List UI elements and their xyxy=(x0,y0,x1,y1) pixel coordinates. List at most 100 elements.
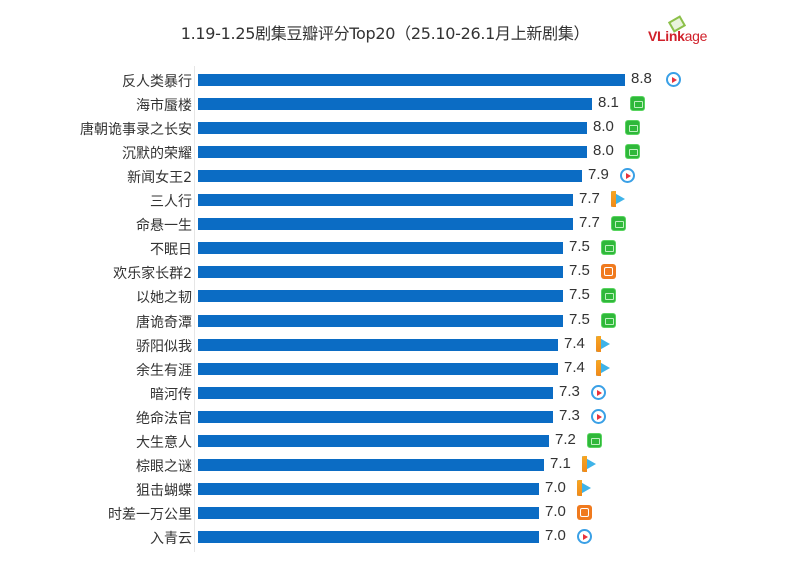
logo-text-light: age xyxy=(684,28,708,44)
bar-label: 海市蜃楼 xyxy=(136,98,192,115)
bar-row: 新闻女王2 7.9 xyxy=(0,164,800,188)
youku-icon xyxy=(620,168,635,184)
bar xyxy=(198,242,563,255)
bar-value: 7.3 xyxy=(559,382,580,400)
vlinkage-logo: VLinkage xyxy=(648,15,728,48)
bar-row: 欢乐家长群2 7.5 xyxy=(0,260,800,284)
bar-label: 三人行 xyxy=(150,194,192,211)
bar-label: 入青云 xyxy=(150,530,192,547)
bar-label: 骄阳似我 xyxy=(136,338,192,355)
bar-value: 7.5 xyxy=(569,310,590,328)
bar-value: 7.9 xyxy=(588,166,609,184)
bar-value: 7.5 xyxy=(569,262,590,280)
bar-value: 7.4 xyxy=(564,334,585,352)
bar-value: 7.7 xyxy=(579,214,600,232)
bar-value: 7.0 xyxy=(545,478,566,496)
bar-value: 8.0 xyxy=(593,118,614,136)
bar-row: 反人类暴行 8.8 xyxy=(0,68,800,92)
bar-row: 沉默的荣耀 8.0 xyxy=(0,140,800,164)
bar-value: 8.8 xyxy=(631,70,652,87)
bar-row: 命悬一生 7.7 xyxy=(0,212,800,236)
bar xyxy=(198,410,553,423)
iqiyi-icon xyxy=(611,216,626,232)
bar-value: 7.5 xyxy=(569,286,590,304)
bar-label: 暗河传 xyxy=(150,386,192,403)
bar-row: 棕眼之谜 7.1 xyxy=(0,453,800,477)
tencent-video-icon xyxy=(596,335,610,352)
bar-value: 7.0 xyxy=(545,502,566,520)
bar-label: 绝命法官 xyxy=(136,410,192,427)
bar-row: 唐诡奇潭 7.5 xyxy=(0,309,800,333)
bar xyxy=(198,458,544,471)
bar xyxy=(198,146,587,159)
bar-value: 7.4 xyxy=(564,358,585,376)
bar-row: 绝命法官 7.3 xyxy=(0,405,800,429)
bar-value: 7.0 xyxy=(545,526,566,544)
bar-label: 唐朝诡事录之长安 xyxy=(80,122,192,139)
bar xyxy=(198,530,539,543)
bar-row: 骄阳似我 7.4 xyxy=(0,333,800,357)
bar-value: 8.0 xyxy=(593,142,614,160)
bar-label: 狙击蝴蝶 xyxy=(136,482,192,499)
bar-row: 海市蜃楼 8.1 xyxy=(0,92,800,116)
bar-label: 唐诡奇潭 xyxy=(136,314,192,331)
youku-icon xyxy=(577,528,592,544)
bar-row: 唐朝诡事录之长安 8.0 xyxy=(0,116,800,140)
bar-label: 大生意人 xyxy=(136,434,192,451)
bar xyxy=(198,122,587,135)
bar xyxy=(198,386,553,399)
mango-tv-icon xyxy=(577,504,592,520)
tencent-video-icon xyxy=(582,455,596,472)
bar-value: 8.1 xyxy=(598,94,619,112)
bar-row: 三人行 7.7 xyxy=(0,188,800,212)
bar-row: 入青云 7.0 xyxy=(0,525,800,549)
category-axis-line xyxy=(194,66,195,552)
bar-row: 狙击蝴蝶 7.0 xyxy=(0,477,800,501)
tencent-video-icon xyxy=(577,479,591,496)
bar-label: 沉默的荣耀 xyxy=(122,146,192,163)
youku-icon xyxy=(591,384,606,400)
bar-label: 时差一万公里 xyxy=(108,506,192,523)
bar xyxy=(198,194,573,207)
iqiyi-icon xyxy=(601,240,616,256)
logo-text-bold: VLink xyxy=(648,28,685,44)
bar-label: 欢乐家长群2 xyxy=(113,266,192,283)
bar xyxy=(198,170,582,183)
youku-icon xyxy=(666,72,681,87)
bar-label: 新闻女王2 xyxy=(127,170,192,187)
bar-value: 7.7 xyxy=(579,190,600,208)
bar xyxy=(198,314,563,327)
bar-row: 余生有涯 7.4 xyxy=(0,357,800,381)
bar-value: 7.3 xyxy=(559,406,580,424)
iqiyi-icon xyxy=(587,432,602,448)
bar-label: 不眠日 xyxy=(150,242,192,259)
bar-row: 时差一万公里 7.0 xyxy=(0,501,800,525)
iqiyi-icon xyxy=(625,120,640,136)
bar xyxy=(198,362,558,375)
bar xyxy=(198,266,563,279)
bar-row: 以她之韧 7.5 xyxy=(0,284,800,308)
iqiyi-icon xyxy=(625,144,640,160)
bar-value: 7.5 xyxy=(569,238,590,256)
iqiyi-icon xyxy=(601,312,616,328)
bar-label: 反人类暴行 xyxy=(122,74,192,90)
bar-row: 不眠日 7.5 xyxy=(0,236,800,260)
bar xyxy=(198,218,573,231)
tencent-video-icon xyxy=(611,191,625,208)
tencent-video-icon xyxy=(596,359,610,376)
bar xyxy=(198,74,625,86)
bar-value: 7.2 xyxy=(555,430,576,448)
bar xyxy=(198,434,549,447)
bar-label: 命悬一生 xyxy=(136,218,192,235)
bar xyxy=(198,98,592,111)
mango-tv-icon xyxy=(601,264,616,280)
bar xyxy=(198,506,539,519)
bar-value: 7.1 xyxy=(550,454,571,472)
bar-row: 暗河传 7.3 xyxy=(0,381,800,405)
logo-text: VLinkage xyxy=(648,28,707,44)
iqiyi-icon xyxy=(630,96,645,112)
youku-icon xyxy=(591,408,606,424)
bar xyxy=(198,482,539,495)
iqiyi-icon xyxy=(601,288,616,304)
chart-title: 1.19-1.25剧集豆瓣评分Top20（25.10-26.1月上新剧集） xyxy=(180,24,590,43)
